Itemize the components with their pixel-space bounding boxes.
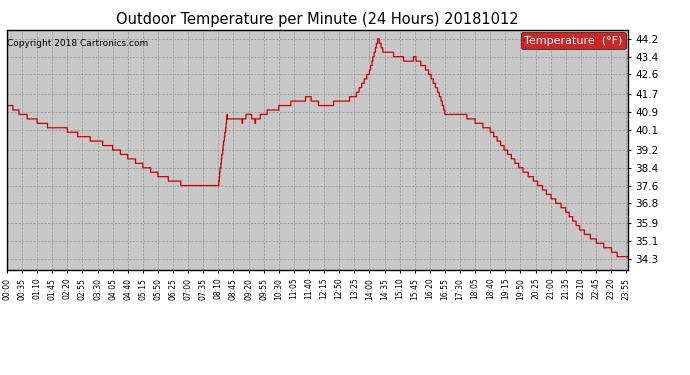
Legend: Temperature  (°F): Temperature (°F) xyxy=(521,32,626,49)
Text: Copyright 2018 Cartronics.com: Copyright 2018 Cartronics.com xyxy=(7,39,148,48)
Title: Outdoor Temperature per Minute (24 Hours) 20181012: Outdoor Temperature per Minute (24 Hours… xyxy=(116,12,519,27)
